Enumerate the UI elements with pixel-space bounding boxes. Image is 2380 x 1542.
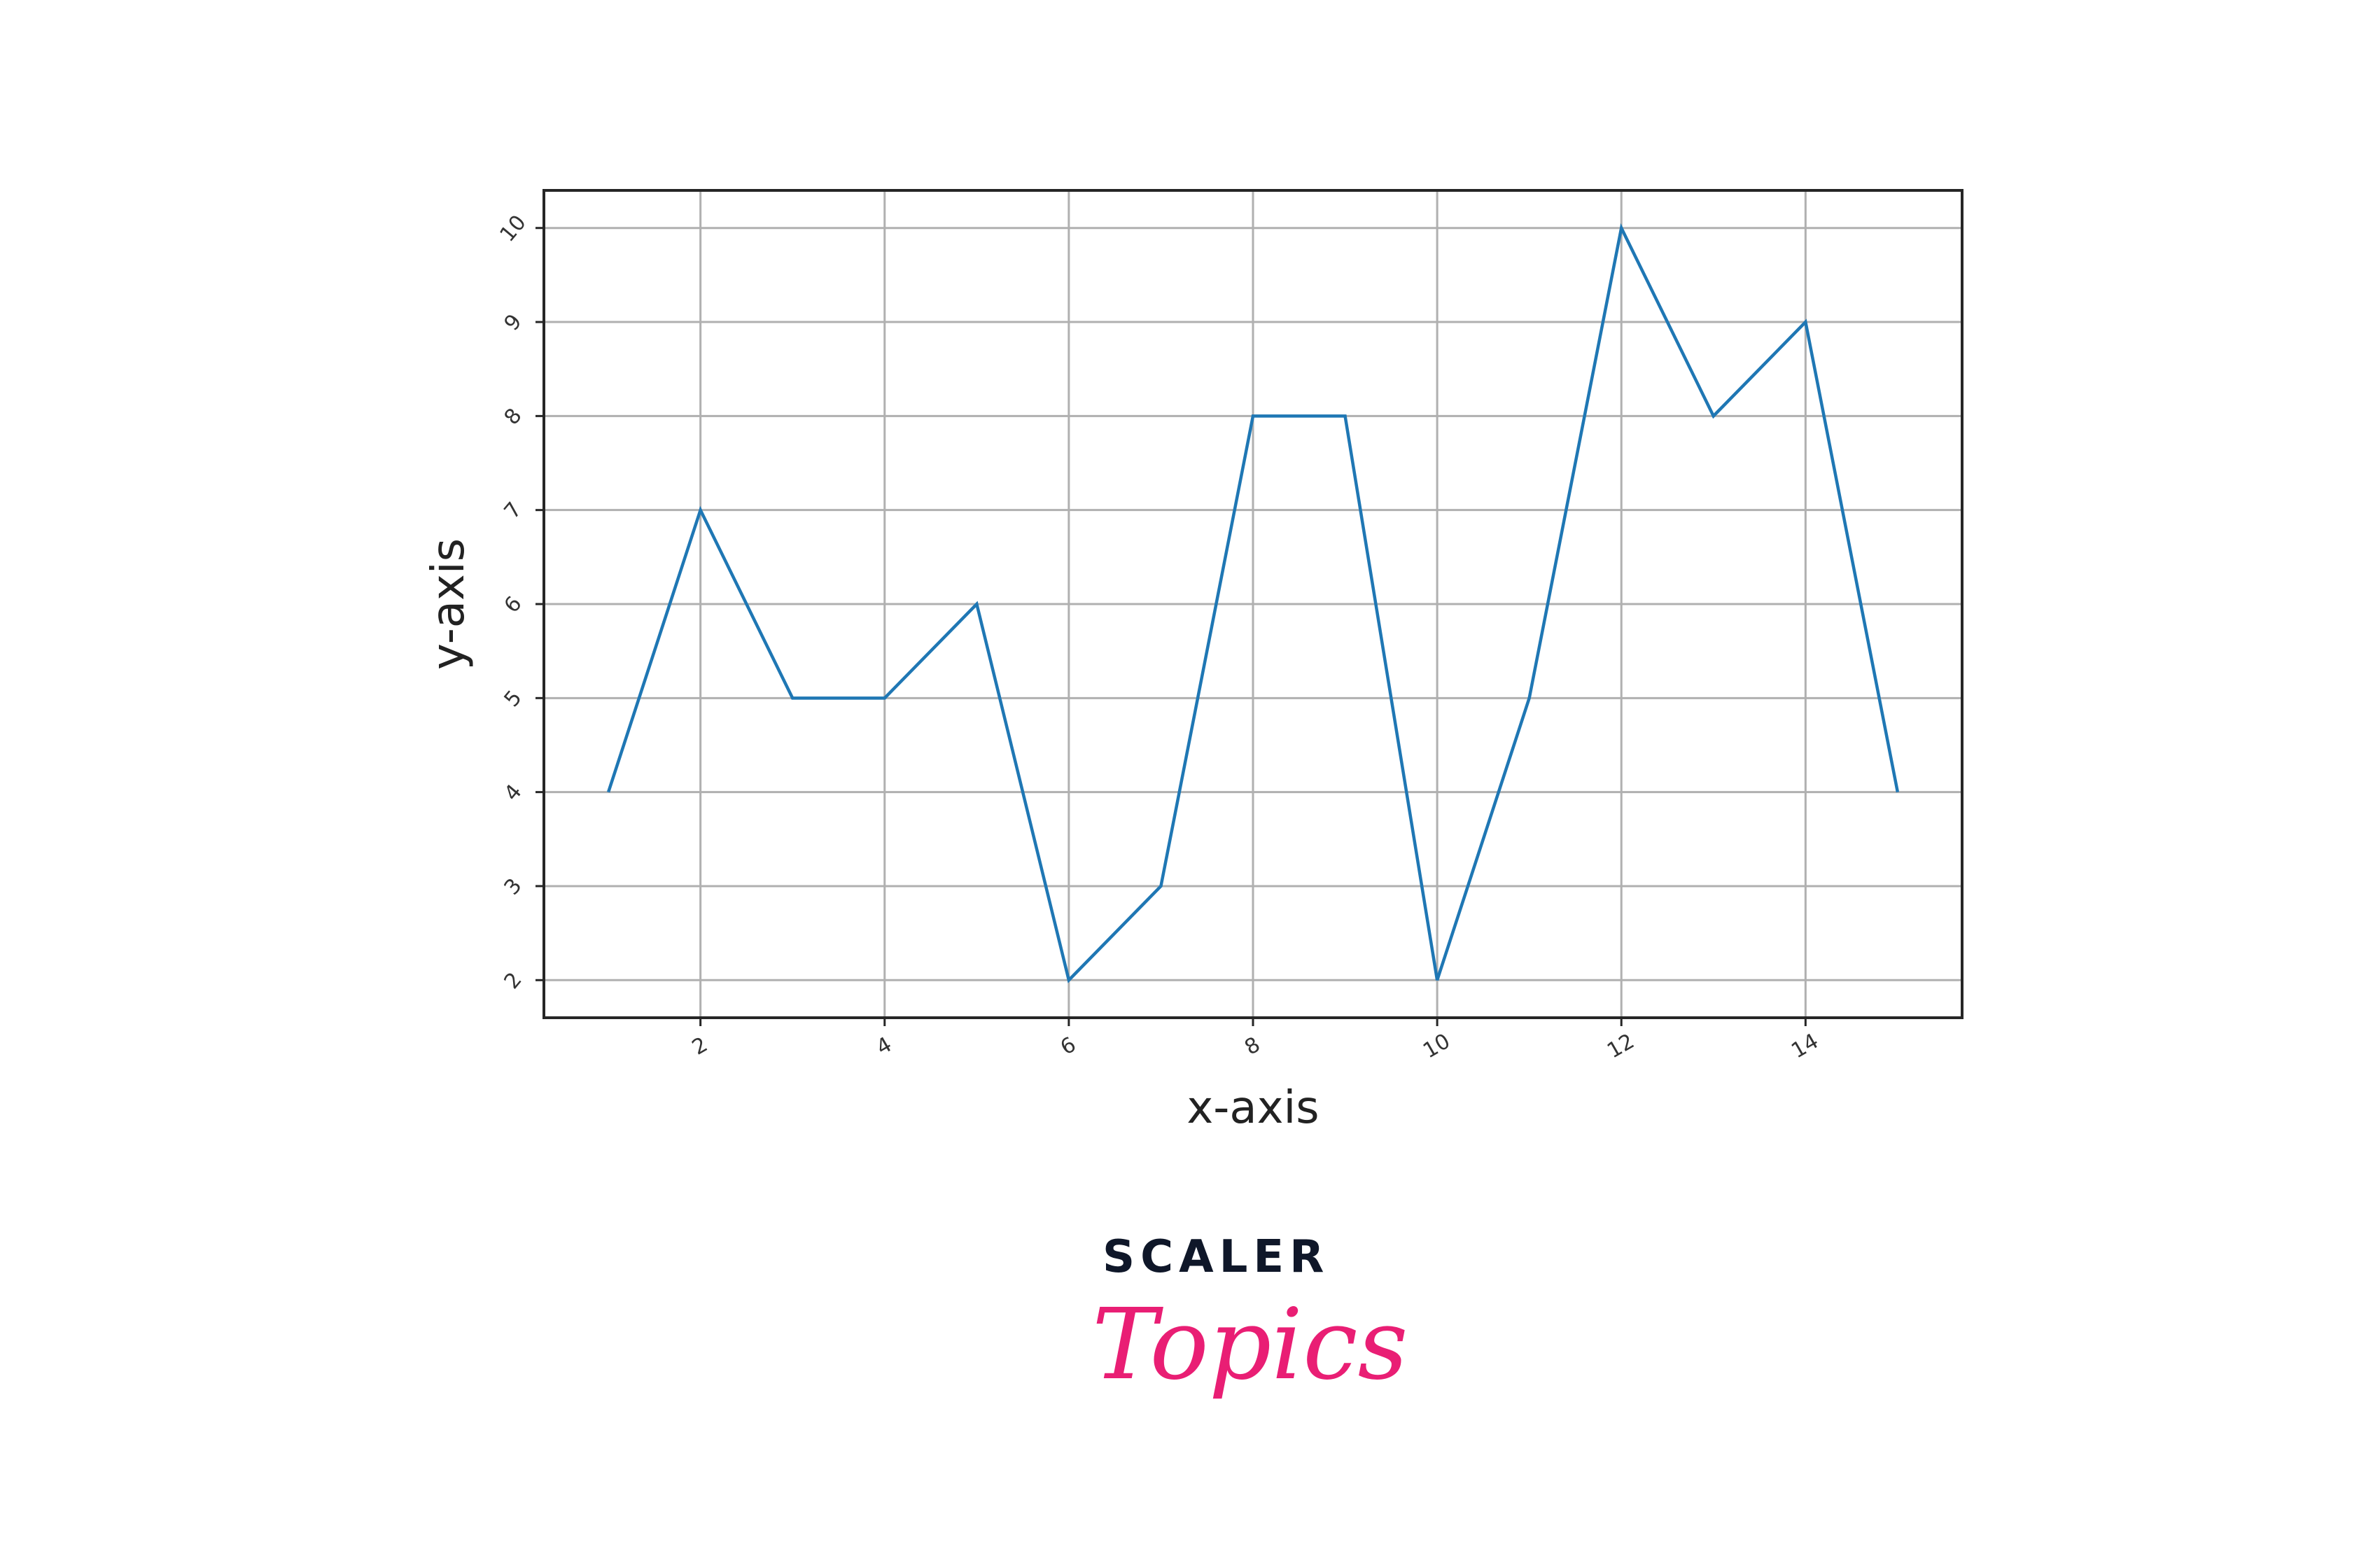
series	[606, 223, 1900, 983]
y-tick-label: 6	[500, 591, 527, 617]
x-tick-label: 6	[1056, 1032, 1080, 1060]
y-axis-label: y-axis	[423, 538, 475, 670]
x-tick-label: 10	[1419, 1029, 1455, 1063]
scaler-topics-logo: SCALER Topics	[1050, 1231, 1408, 1428]
x-tick-label: 14	[1787, 1029, 1823, 1063]
logo-scaler-text: SCALER	[1102, 1231, 1330, 1283]
logo-topics-text: Topics	[1092, 1288, 1408, 1402]
y-tick-label: 10	[495, 211, 531, 247]
y-tick-label: 4	[500, 780, 527, 806]
y-tick-label: 3	[500, 874, 527, 899]
y-tick-label: 9	[500, 309, 527, 335]
y-tick-label: 2	[500, 968, 527, 994]
x-tick-label: 12	[1603, 1029, 1639, 1063]
ticks: 2 4 6 8 10 12 14 2 3 4 5 6 7 8 9 10	[495, 211, 1822, 1064]
series-line	[606, 223, 1900, 983]
x-tick-label: 2	[688, 1032, 712, 1060]
y-tick-label: 8	[500, 404, 527, 430]
y-tick-label: 5	[500, 686, 527, 712]
grid	[544, 190, 1962, 1018]
x-tick-label: 8	[1240, 1032, 1264, 1060]
y-tick-label: 7	[500, 498, 527, 524]
x-tick-label: 4	[872, 1032, 896, 1060]
x-axis-label: x-axis	[1186, 1082, 1319, 1134]
